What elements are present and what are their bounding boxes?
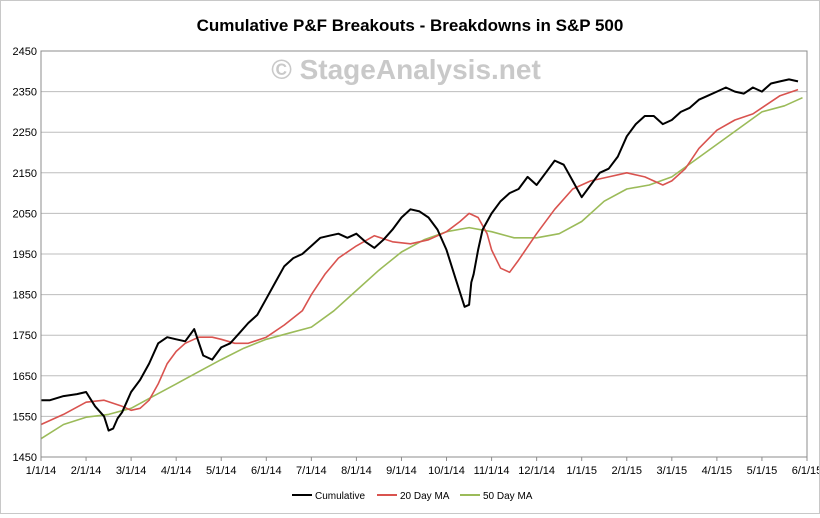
x-tick-label: 7/1/14 <box>296 465 327 477</box>
x-tick-label: 11/1/14 <box>474 465 510 477</box>
gridlines <box>41 50 807 458</box>
x-tick-label: 6/1/15 <box>792 465 819 477</box>
legend: Cumulative 20 Day MA 50 Day MA <box>292 491 533 502</box>
y-tick-label: 1850 <box>13 290 37 302</box>
x-tick-label: 4/1/14 <box>161 465 192 477</box>
x-tick-label: 12/1/14 <box>518 465 555 477</box>
x-tick-label: 4/1/15 <box>702 465 733 477</box>
x-tick-label: 2/1/15 <box>611 465 642 477</box>
x-tick-label: 5/1/14 <box>206 465 237 477</box>
y-tick-label: 1650 <box>13 371 37 383</box>
x-tick-label: 1/1/15 <box>566 465 597 477</box>
x-tick-label: 1/1/14 <box>26 465 57 477</box>
legend-label: 20 Day MA <box>400 491 450 502</box>
y-tick-label: 1950 <box>13 249 37 261</box>
plot-area-border <box>40 50 808 458</box>
x-tick-label: 9/1/14 <box>386 465 417 477</box>
y-tick-label: 2350 <box>13 87 37 99</box>
x-tick-label: 6/1/14 <box>251 465 282 477</box>
y-tick-label: 2250 <box>13 127 37 139</box>
y-tick-label: 1550 <box>13 411 37 423</box>
x-axis-ticks: 1/1/14 2/1/14 3/1/14 4/1/14 5/1/14 6/1/14 7/1/… <box>26 457 820 477</box>
legend-label: Cumulative <box>315 491 365 502</box>
series-lines <box>40 78 803 440</box>
chart-title: Cumulative P&F Breakouts - Breakdowns in… <box>197 16 624 35</box>
x-tick-label: 10/1/14 <box>428 465 465 477</box>
legend-label: 50 Day MA <box>483 491 533 502</box>
y-tick-label: 2150 <box>13 168 37 180</box>
x-tick-label: 5/1/15 <box>747 465 778 477</box>
series-line-cumulative <box>41 78 799 432</box>
x-tick-label: 8/1/14 <box>341 465 372 477</box>
series-line-20-day-ma <box>40 88 799 426</box>
watermark: © StageAnalysis.net <box>271 54 541 85</box>
x-tick-label: 3/1/15 <box>657 465 688 477</box>
series-line-50-day-ma <box>40 96 803 440</box>
y-tick-label: 2050 <box>13 208 37 220</box>
x-tick-label: 3/1/14 <box>116 465 147 477</box>
y-tick-label: 2450 <box>13 46 37 58</box>
y-tick-label: 1750 <box>13 330 37 342</box>
y-tick-label: 1450 <box>13 452 37 464</box>
x-tick-label: 2/1/14 <box>71 465 102 477</box>
y-axis-ticks: 1450 1550 1650 1750 1850 1950 2050 2150 2250 2350… <box>13 46 37 464</box>
